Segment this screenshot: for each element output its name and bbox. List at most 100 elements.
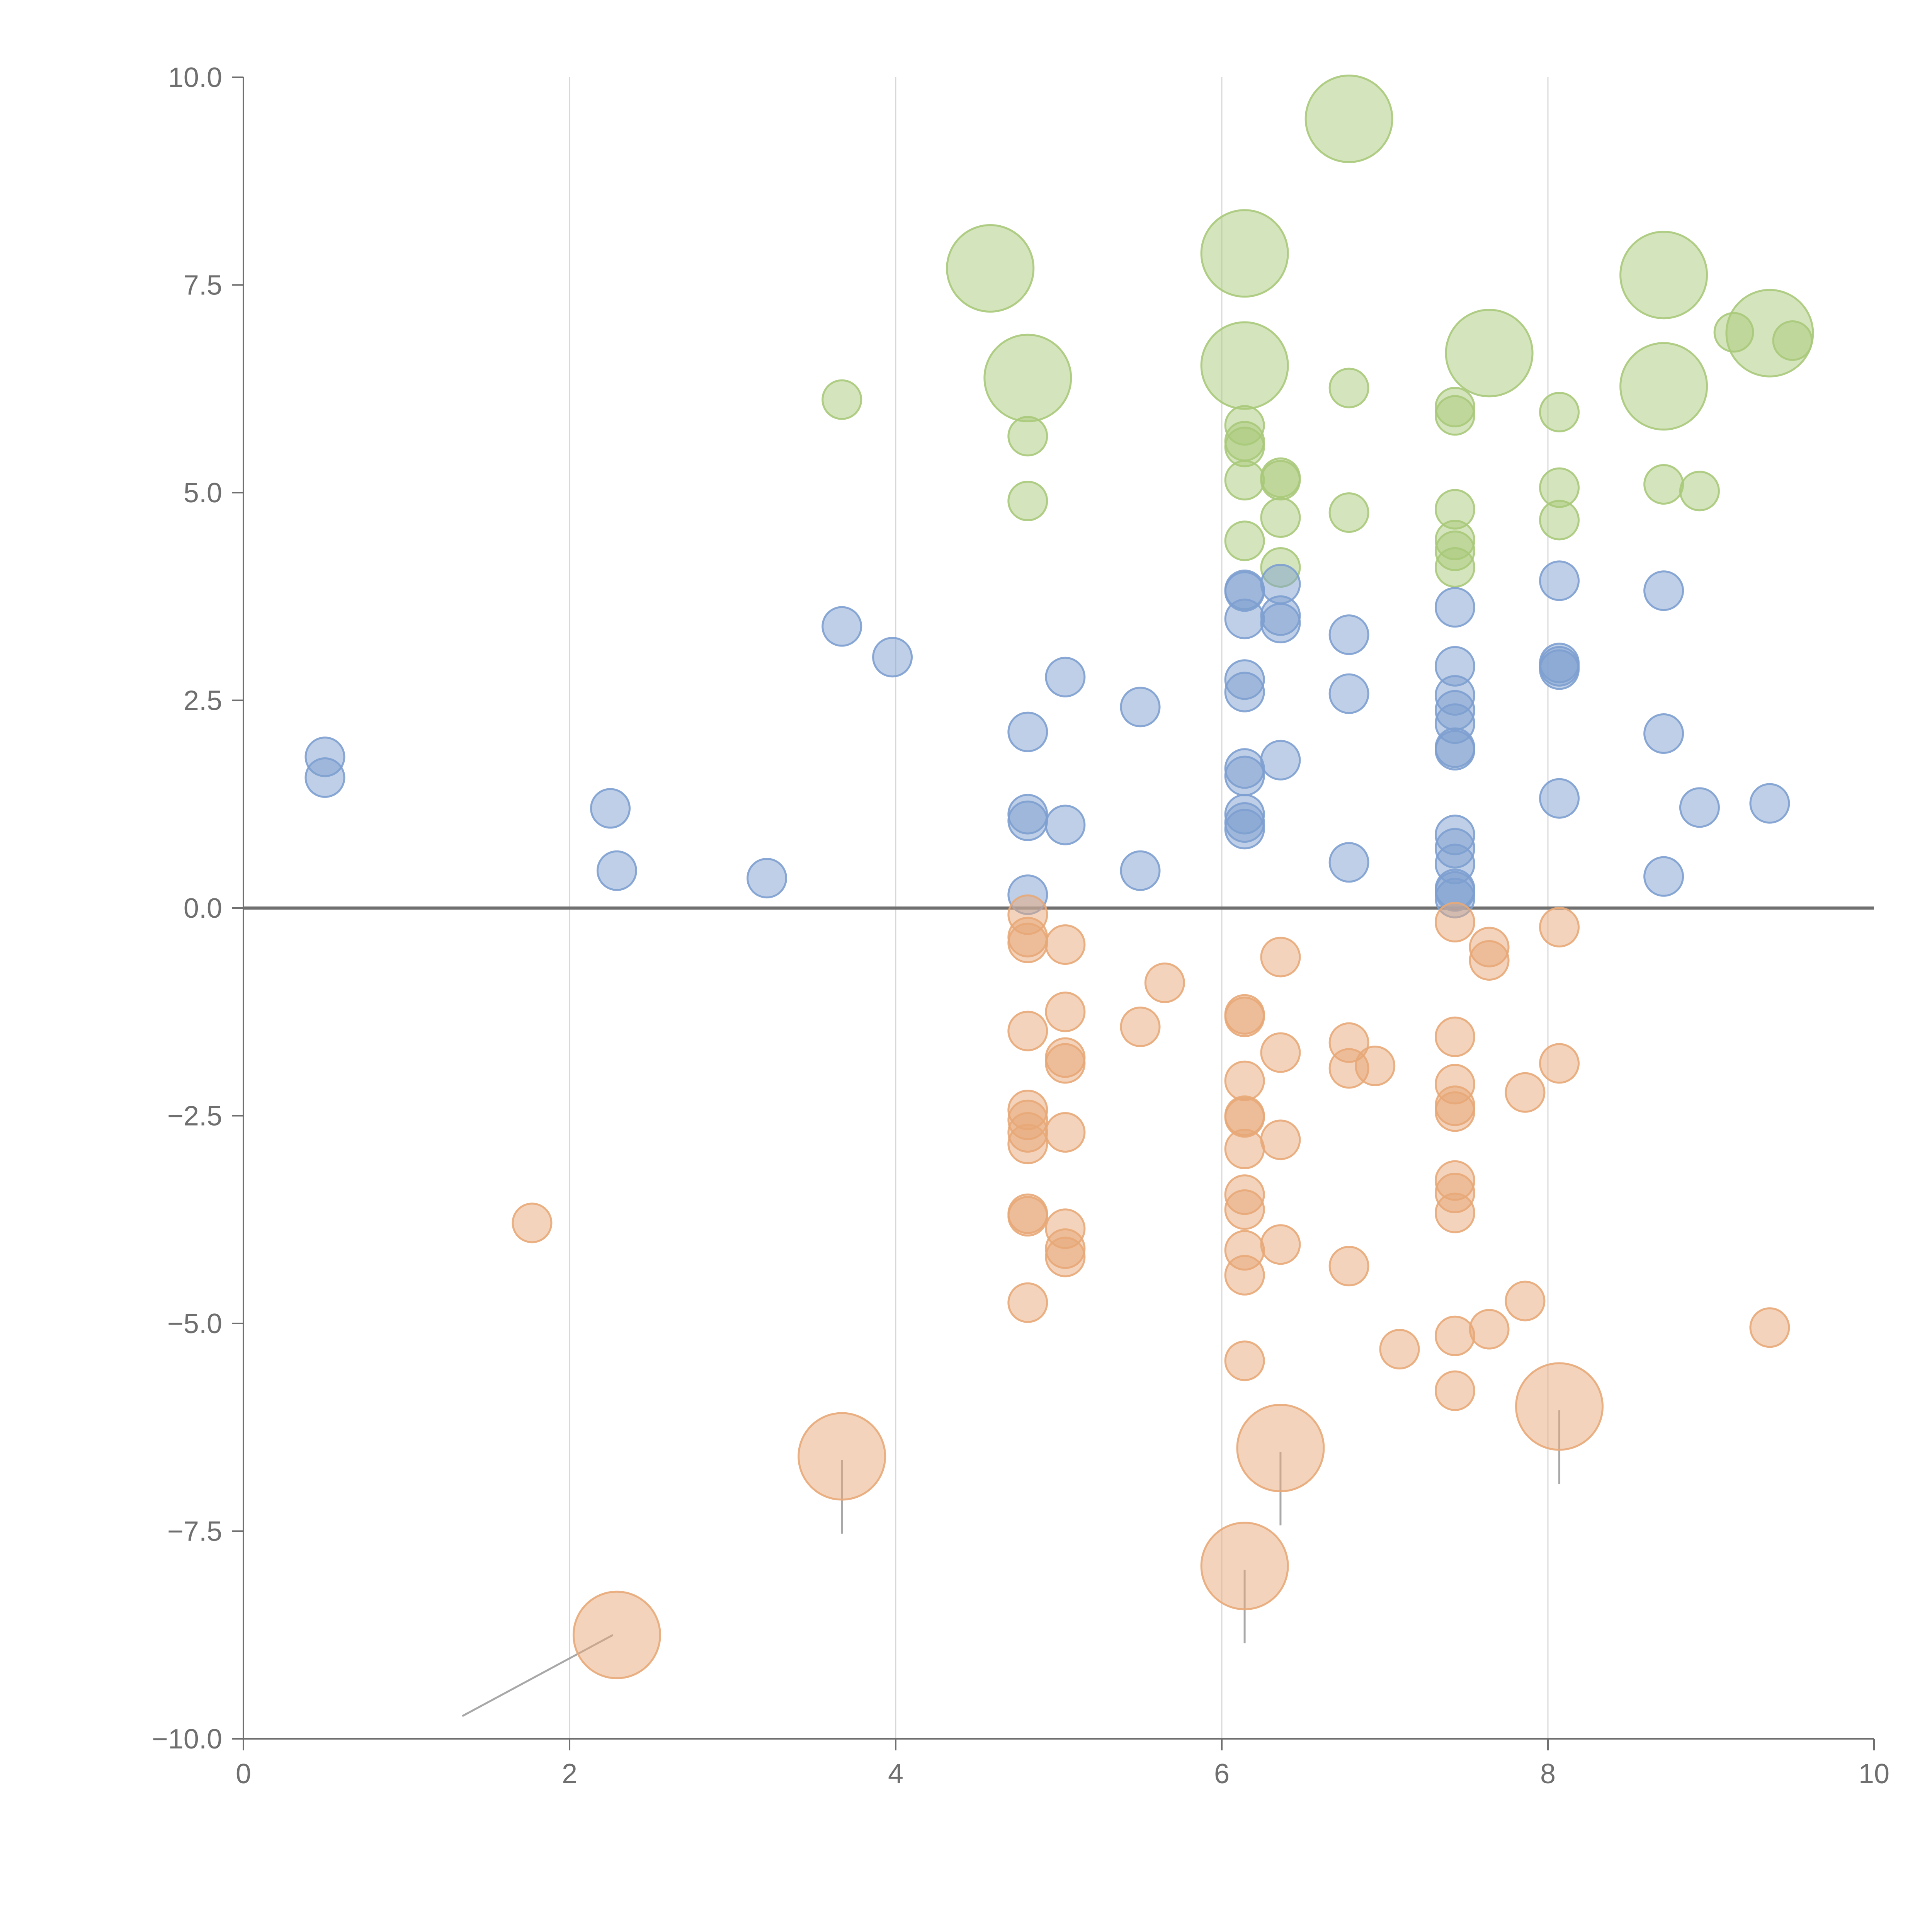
orange-point: [572, 1590, 661, 1679]
x-tick-label: 8: [1540, 1759, 1556, 1789]
y-tick-label: −2.5: [167, 1101, 222, 1132]
orange-point: [1200, 1522, 1289, 1611]
blue-point: [1539, 778, 1580, 819]
orange-point: [1539, 906, 1580, 947]
data-points: [304, 75, 1814, 1679]
orange-point: [1007, 1282, 1048, 1323]
orange-point: [1749, 1307, 1790, 1348]
blue-point: [590, 788, 631, 829]
green-point: [1260, 497, 1301, 538]
orange-point: [1505, 1281, 1546, 1321]
green-point: [1200, 209, 1289, 298]
blue-point: [1539, 649, 1580, 690]
green-point: [1304, 75, 1393, 163]
orange-point: [1045, 1236, 1086, 1277]
orange-point: [1260, 1032, 1301, 1073]
orange-point: [1328, 1246, 1369, 1287]
orange-point: [1469, 1309, 1510, 1350]
orange-point: [798, 1412, 886, 1501]
blue-point: [1007, 711, 1048, 752]
blue-point: [1328, 842, 1369, 883]
orange-point: [1434, 902, 1475, 943]
blue-point: [596, 850, 637, 891]
orange-point: [1007, 922, 1048, 963]
orange-point: [1434, 1192, 1475, 1233]
x-tick-label: 4: [888, 1759, 903, 1789]
green-point: [1328, 367, 1369, 408]
blue-point: [1224, 672, 1265, 713]
blue-point: [1007, 800, 1048, 841]
blue-point: [747, 858, 787, 899]
y-tick-label: 2.5: [184, 685, 222, 716]
x-tick-label: 6: [1214, 1759, 1230, 1789]
green-point: [1679, 471, 1720, 512]
green-point: [1772, 320, 1813, 361]
blue-point: [1045, 656, 1086, 697]
orange-point: [1260, 1224, 1301, 1265]
orange-point: [512, 1202, 553, 1243]
orange-point: [1045, 1043, 1086, 1084]
x-tick-label: 0: [236, 1759, 251, 1789]
green-point: [1328, 492, 1369, 533]
blue-point: [1120, 850, 1161, 891]
orange-point: [1045, 1112, 1086, 1153]
blue-point: [1328, 614, 1369, 655]
orange-point: [1224, 997, 1265, 1037]
orange-point: [1224, 1255, 1265, 1296]
orange-point: [1236, 1404, 1325, 1492]
green-point: [1619, 342, 1708, 431]
blue-point: [1045, 804, 1086, 845]
orange-point: [1224, 1189, 1265, 1230]
blue-point: [1679, 787, 1720, 828]
orange-point: [1224, 1340, 1265, 1381]
x-tick-label: 10: [1859, 1759, 1889, 1789]
orange-point: [1007, 1124, 1048, 1165]
green-point: [1434, 395, 1475, 436]
green-point: [1434, 547, 1475, 588]
green-point: [983, 333, 1072, 422]
green-point: [1539, 391, 1580, 432]
blue-point: [1643, 570, 1684, 611]
orange-point: [1434, 1091, 1475, 1132]
y-tick-label: 5.0: [184, 478, 222, 509]
y-tick-label: 10.0: [168, 62, 222, 93]
green-point: [1260, 460, 1301, 501]
green-point: [821, 379, 862, 420]
blue-point: [1224, 755, 1265, 796]
orange-point: [1434, 1016, 1475, 1057]
blue-point: [1434, 587, 1475, 628]
blue-point: [1434, 730, 1475, 770]
orange-point: [1045, 924, 1086, 965]
x-tick-label: 2: [562, 1759, 577, 1789]
blue-point: [821, 606, 862, 647]
orange-point: [1355, 1046, 1396, 1086]
orange-point: [1045, 992, 1086, 1032]
blue-point: [1260, 603, 1301, 644]
orange-point: [1469, 940, 1510, 981]
green-point: [1200, 321, 1289, 410]
orange-point: [1224, 1060, 1265, 1101]
green-point: [1619, 231, 1708, 320]
orange-point: [1144, 963, 1185, 1003]
green-point: [1007, 416, 1048, 457]
orange-point: [1379, 1329, 1420, 1370]
blue-point: [1643, 856, 1684, 897]
y-tick-label: 0.0: [184, 893, 222, 924]
orange-point: [1515, 1362, 1604, 1451]
y-tick-label: −10.0: [152, 1724, 222, 1755]
blue-point: [1120, 687, 1161, 728]
y-tick-label: −5.0: [167, 1308, 222, 1339]
blue-point: [304, 757, 345, 798]
orange-point: [1120, 1006, 1161, 1047]
blue-point: [1749, 783, 1790, 824]
orange-point: [1505, 1072, 1546, 1113]
green-point: [1445, 309, 1534, 398]
orange-point: [1260, 937, 1301, 978]
axes: 0 2 4 6 8 10 10.0 7.5 5.0 2.5 0.0 −2.5 −5.0 −7.5 −10.0: [152, 62, 1889, 1789]
green-point: [1713, 312, 1754, 353]
orange-point: [1007, 1196, 1048, 1237]
blue-point: [1539, 560, 1580, 601]
orange-point: [1434, 1315, 1475, 1356]
green-point: [1643, 464, 1684, 505]
